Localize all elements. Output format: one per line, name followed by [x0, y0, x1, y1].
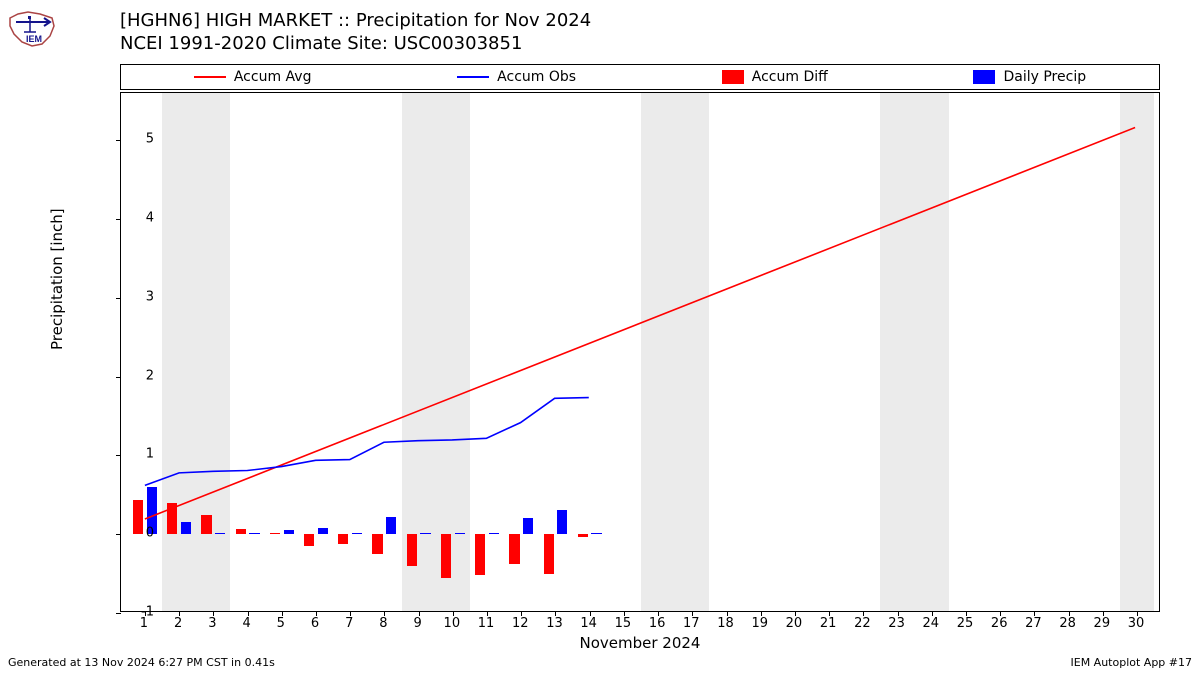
- x-tick-label: 10: [437, 616, 467, 631]
- legend-item: Daily Precip: [973, 69, 1086, 85]
- legend-swatch-icon: [722, 70, 744, 84]
- title-line-2: NCEI 1991-2020 Climate Site: USC00303851: [120, 33, 591, 56]
- iem-logo: IEM: [8, 8, 58, 48]
- x-tick-label: 9: [403, 616, 433, 631]
- x-tick-label: 28: [1053, 616, 1083, 631]
- x-tick-label: 12: [505, 616, 535, 631]
- y-tick-label: 4: [94, 211, 154, 226]
- legend-label: Daily Precip: [1003, 69, 1086, 85]
- x-axis-label: November 2024: [120, 634, 1160, 652]
- x-tick-label: 4: [232, 616, 262, 631]
- x-tick-label: 26: [984, 616, 1014, 631]
- legend: Accum Avg Accum Obs Accum Diff Daily Precip: [120, 64, 1160, 90]
- x-tick-label: 11: [471, 616, 501, 631]
- y-tick-label: 5: [94, 132, 154, 147]
- y-tick-label: 3: [94, 289, 154, 304]
- legend-item: Accum Obs: [457, 69, 576, 85]
- y-tick-label: 0: [94, 526, 154, 541]
- x-tick-label: 20: [779, 616, 809, 631]
- plot-area: [120, 92, 1160, 612]
- legend-swatch-icon: [973, 70, 995, 84]
- x-tick-label: 1: [129, 616, 159, 631]
- legend-label: Accum Diff: [752, 69, 828, 85]
- x-tick-label: 16: [642, 616, 672, 631]
- x-tick-label: 17: [676, 616, 706, 631]
- y-tick-label: 1: [94, 447, 154, 462]
- footer-generated: Generated at 13 Nov 2024 6:27 PM CST in …: [8, 656, 275, 669]
- x-tick-label: 2: [163, 616, 193, 631]
- x-tick-label: 14: [574, 616, 604, 631]
- x-tick-label: 7: [334, 616, 364, 631]
- legend-label: Accum Obs: [497, 69, 576, 85]
- x-tick-label: 24: [916, 616, 946, 631]
- x-tick-label: 3: [197, 616, 227, 631]
- x-tick-label: 15: [608, 616, 638, 631]
- line-layer: [121, 93, 1159, 611]
- legend-line-icon: [194, 76, 226, 78]
- x-tick-label: 27: [1018, 616, 1048, 631]
- accum-obs-line: [145, 398, 589, 486]
- x-tick-label: 6: [300, 616, 330, 631]
- footer-appid: IEM Autoplot App #17: [1071, 656, 1193, 669]
- x-tick-label: 21: [813, 616, 843, 631]
- x-tick-label: 13: [539, 616, 569, 631]
- x-tick-label: 29: [1087, 616, 1117, 631]
- legend-item: Accum Diff: [722, 69, 828, 85]
- y-tick-label: 2: [94, 368, 154, 383]
- legend-item: Accum Avg: [194, 69, 312, 85]
- x-tick-label: 19: [745, 616, 775, 631]
- x-tick-label: 22: [847, 616, 877, 631]
- title-line-1: [HGHN6] HIGH MARKET :: Precipitation for…: [120, 10, 591, 33]
- x-tick-label: 30: [1121, 616, 1151, 631]
- x-tick-label: 8: [368, 616, 398, 631]
- chart-title: [HGHN6] HIGH MARKET :: Precipitation for…: [120, 10, 591, 55]
- y-axis-label: Precipitation [inch]: [48, 208, 66, 350]
- x-tick-label: 18: [711, 616, 741, 631]
- x-tick-label: 23: [882, 616, 912, 631]
- legend-label: Accum Avg: [234, 69, 312, 85]
- legend-line-icon: [457, 76, 489, 78]
- accum-avg-line: [145, 128, 1135, 519]
- x-tick-label: 25: [950, 616, 980, 631]
- x-tick-label: 5: [266, 616, 296, 631]
- svg-text:IEM: IEM: [26, 34, 42, 44]
